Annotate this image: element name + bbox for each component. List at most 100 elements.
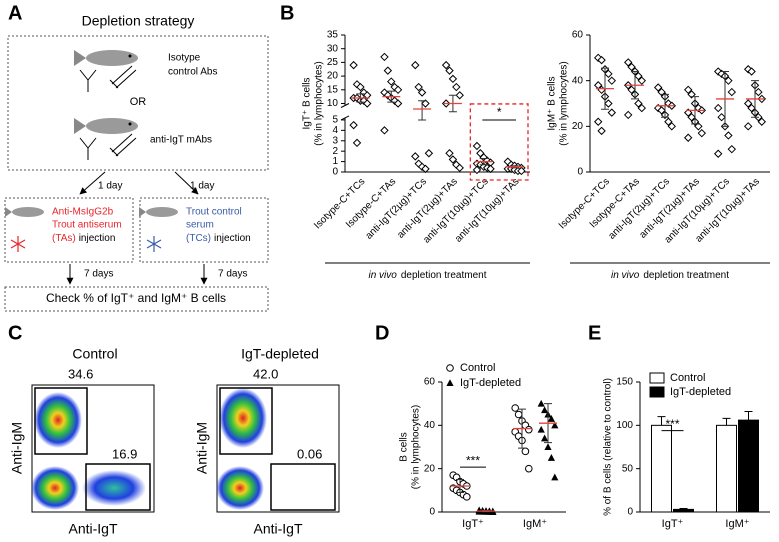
gate-value: 16.9 — [112, 446, 137, 461]
data-point — [541, 434, 549, 442]
bar — [716, 424, 737, 513]
data-point — [727, 144, 737, 154]
data-point — [463, 493, 471, 501]
y-tick-label: 10 — [327, 98, 339, 109]
box-abbr: (TAs) — [52, 233, 76, 244]
diagram-title: Depletion strategy — [82, 13, 195, 29]
data-point — [525, 425, 533, 434]
x-tick-label: IgM⁺ — [523, 518, 547, 530]
flow-plot: 34.6 16.9 — [31, 366, 155, 513]
legend-label: Control — [670, 372, 705, 384]
x-caption: in vivo depletion treatment — [369, 270, 487, 281]
plot-title: Control — [72, 346, 117, 362]
data-point — [441, 60, 451, 70]
error-bar — [679, 508, 688, 510]
data-point — [727, 87, 737, 97]
data-point — [627, 62, 636, 72]
data-point — [607, 76, 617, 85]
data-point — [363, 91, 372, 100]
data-point — [363, 99, 372, 108]
legend-label: Control — [460, 362, 495, 374]
panel-c: Control IgT-depleted 34.6 16.9 42.0 0.06… — [9, 346, 340, 537]
data-point — [547, 415, 555, 422]
legend-label: IgT-depleted — [670, 386, 731, 398]
diagram-text: Isotype — [168, 53, 201, 64]
data-point — [411, 152, 420, 161]
panel-label: A — [8, 2, 22, 24]
data-point — [421, 164, 430, 174]
y-tick-label: 30 — [327, 43, 339, 54]
y-tick-label: 1 — [332, 156, 338, 167]
y-tick-label: 2 — [332, 146, 338, 157]
antibody-icon — [79, 69, 97, 160]
antibody-box — [7, 35, 269, 171]
data-point — [352, 138, 362, 148]
data-point — [747, 103, 756, 113]
diagram-text: 1 day — [98, 181, 122, 192]
error-bar — [657, 416, 666, 426]
y-tick-label: 60 — [572, 30, 584, 41]
data-point — [637, 76, 647, 85]
data-point — [448, 155, 458, 164]
data-point — [414, 82, 423, 92]
data-point — [445, 149, 454, 158]
data-point — [657, 106, 666, 115]
axis-break — [340, 103, 350, 121]
y-tick-label: 0 — [577, 167, 583, 178]
data-point — [634, 71, 643, 81]
data-point — [537, 425, 545, 433]
arrow — [79, 171, 106, 195]
data-point — [446, 379, 454, 386]
diagram-text: 7 days — [84, 269, 113, 280]
snowflake-icon — [10, 236, 26, 252]
diagram-text: Check % of IgT⁺ and IgM⁺ B cells — [46, 291, 226, 305]
box-suffix: injection — [214, 233, 251, 244]
data-point — [393, 99, 403, 108]
data-point — [694, 103, 703, 113]
y-tick-label: 35 — [327, 30, 339, 41]
y-tick-label: 40 — [424, 420, 436, 431]
significance: *** — [466, 453, 480, 467]
y-axis-label: % of B cells (relative to control) — [603, 378, 614, 516]
data-point — [597, 55, 606, 65]
data-point — [634, 99, 643, 108]
snowflake-icon — [146, 236, 162, 252]
y-axis-label: B cells — [399, 432, 410, 461]
data-point — [511, 404, 520, 412]
data-point — [683, 108, 693, 117]
y-tick-label: 5 — [332, 115, 338, 126]
y-tick-label: 0 — [429, 507, 435, 518]
error-bar — [744, 410, 753, 421]
data-point — [521, 447, 530, 456]
plot-title: IgT-depleted — [241, 346, 319, 362]
diagram-text: OR — [130, 96, 147, 108]
data-point — [551, 421, 559, 429]
data-point — [597, 126, 606, 136]
data-point — [713, 149, 723, 158]
x-tick-label: IgT⁺ — [662, 518, 684, 530]
x-caption-italic: in vivo — [369, 270, 398, 281]
y-tick-label: 150 — [616, 377, 633, 388]
box-text: (TCs) injection — [186, 233, 251, 244]
x-caption: in vivo depletion treatment — [611, 270, 729, 281]
y-tick-label: 60 — [424, 377, 436, 388]
y-axis-label: (% in lymphocytes) — [559, 61, 570, 145]
y-tick-label: 20 — [327, 71, 339, 82]
y-tick-label: 25 — [327, 57, 339, 68]
data-point — [664, 117, 673, 126]
data-point — [547, 454, 555, 461]
syringe-icon — [109, 65, 137, 157]
data-point — [486, 164, 495, 174]
data-point — [383, 66, 393, 75]
data-point — [472, 165, 482, 175]
y-axis-label: (% in lymphocytes) — [314, 61, 325, 145]
data-point — [544, 443, 552, 450]
panel-label: C — [8, 322, 22, 344]
panel-label: B — [280, 2, 294, 24]
data-point — [687, 90, 696, 99]
data-point — [747, 67, 756, 76]
flow-plot: 42.0 0.06 — [216, 366, 340, 513]
axis-label: Anti-IgM — [9, 422, 25, 474]
axis-label: Anti-IgT — [253, 521, 302, 537]
